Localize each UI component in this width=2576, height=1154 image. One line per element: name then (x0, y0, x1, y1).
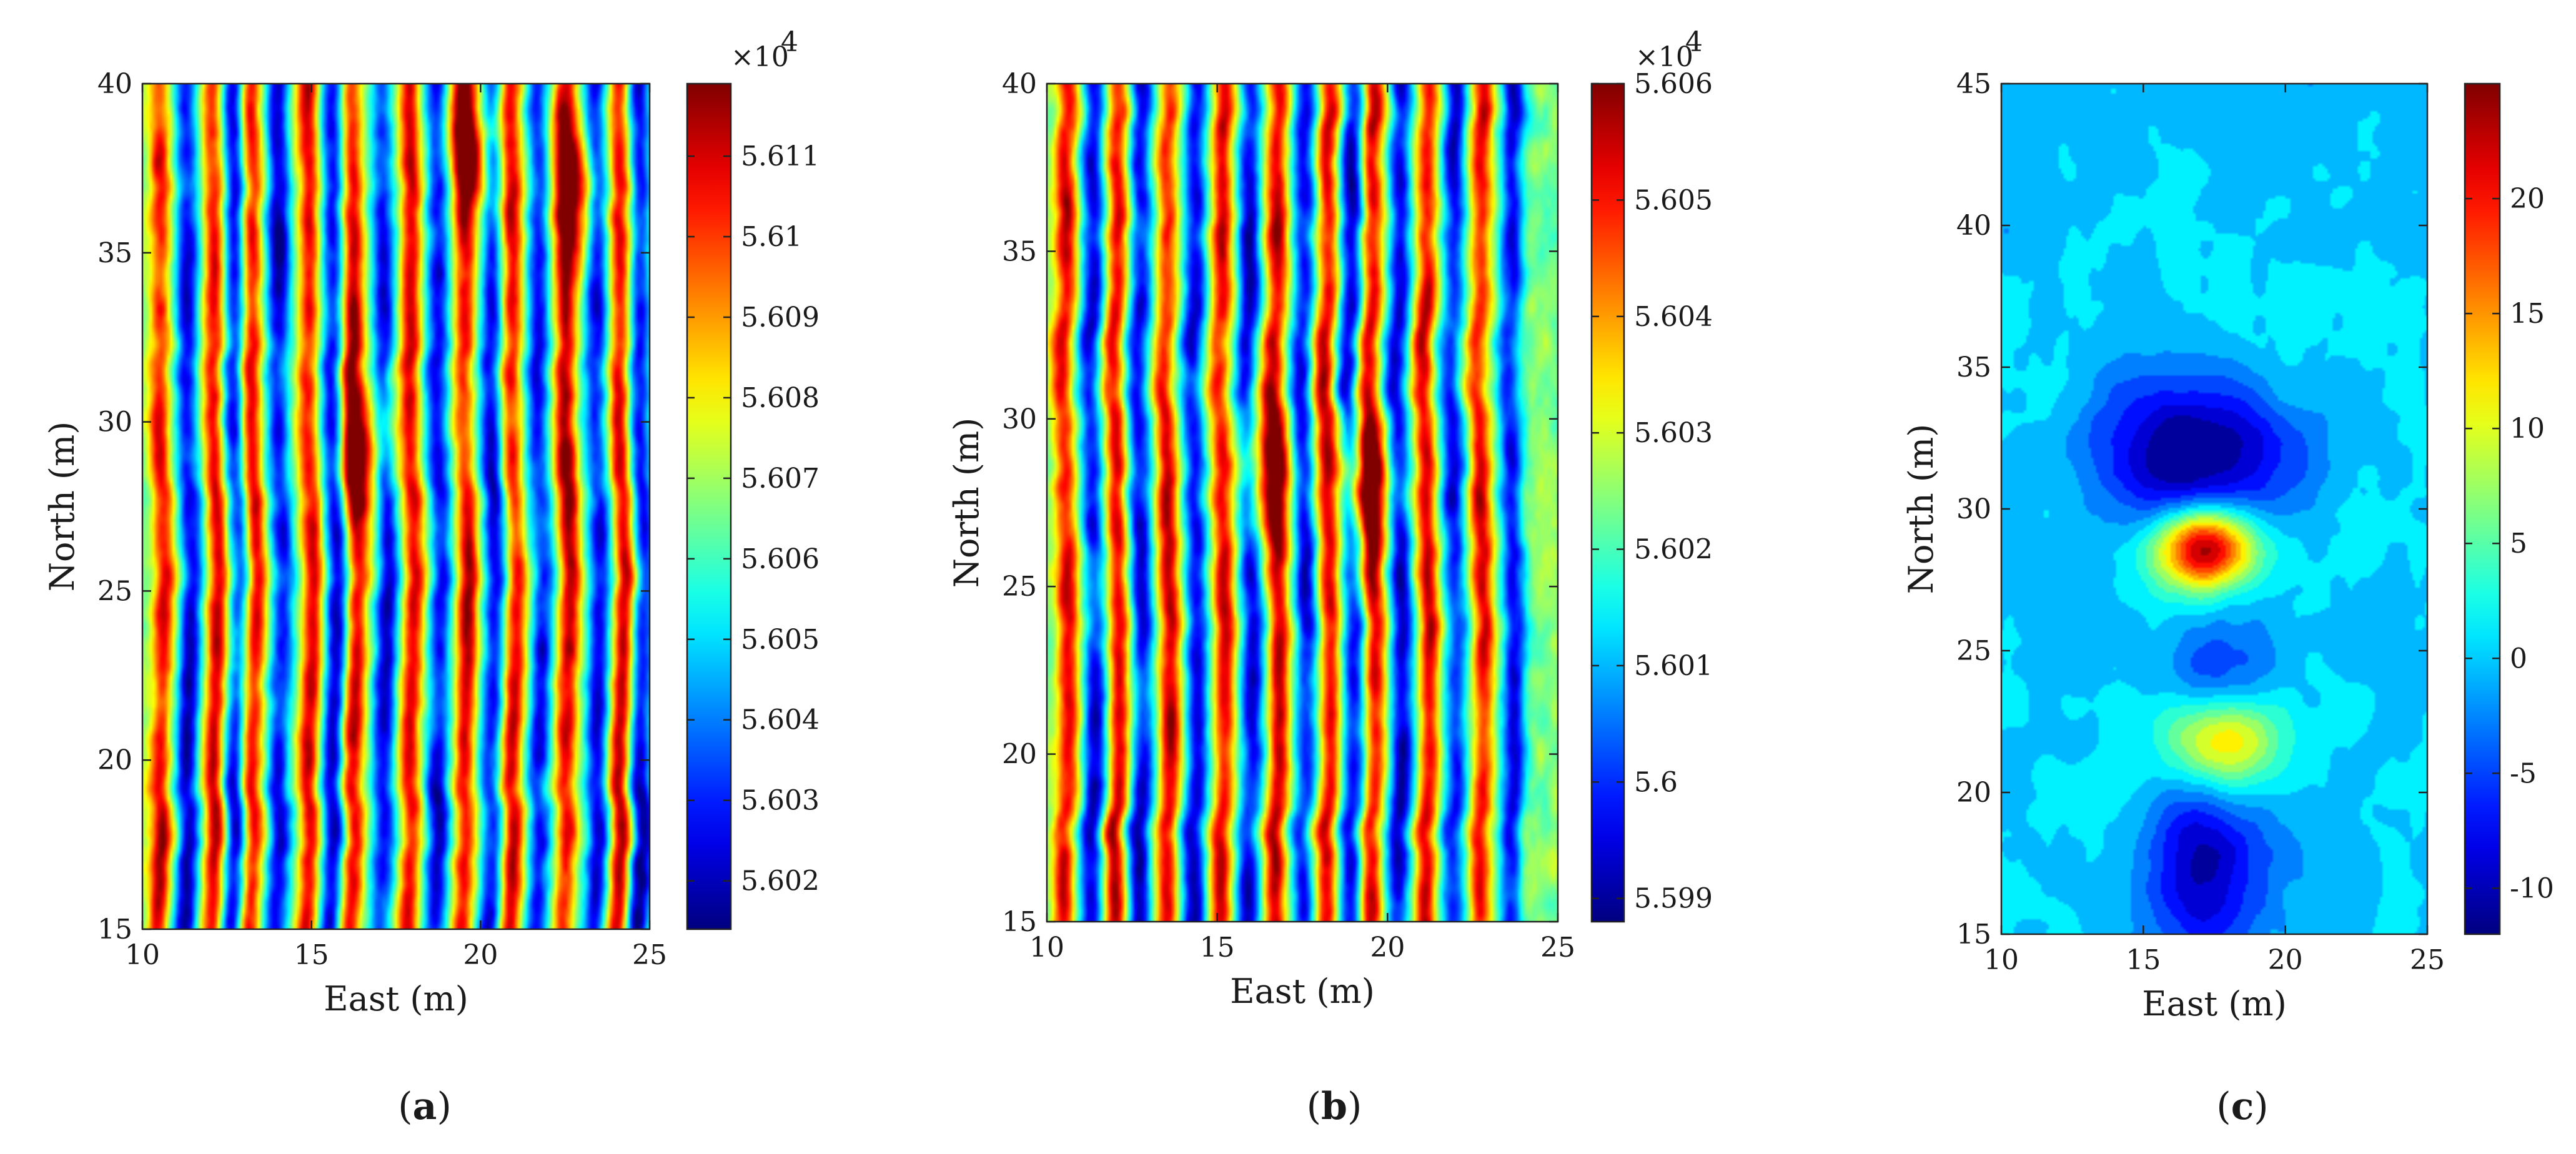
x-tick-label: 15 (294, 939, 329, 971)
colorbar-tick-label: 0 (2510, 643, 2527, 674)
x-axis-label: East (m) (324, 979, 468, 1018)
colorbar-a (686, 82, 732, 930)
caption-open: ( (398, 1085, 412, 1128)
colorbar-tick-label: -5 (2510, 757, 2537, 789)
colorbar-tick-label: 20 (2510, 183, 2545, 215)
colorbar-tick-label: 5.61 (741, 221, 802, 253)
caption-open: ( (2216, 1085, 2231, 1128)
colorbar-tick-label: 10 (2510, 413, 2545, 445)
colorbar-tick-label: 5 (2510, 528, 2527, 560)
y-tick-label: 15 (1002, 906, 1037, 938)
y-tick-label: 25 (1002, 571, 1037, 603)
y-tick-label: 20 (1002, 739, 1037, 771)
x-tick-label: 15 (1200, 932, 1235, 964)
x-tick-label: 15 (2126, 944, 2161, 976)
panel-caption-c: (c) (2216, 1085, 2268, 1128)
x-tick-label: 25 (632, 939, 667, 971)
caption-close: ) (1347, 1085, 1362, 1128)
panel-caption-a: (a) (398, 1085, 452, 1128)
y-axis-label: North (m) (1901, 424, 1941, 594)
caption-letter: a (413, 1085, 437, 1128)
y-tick-label: 25 (97, 575, 132, 607)
colorbar-tick-label: 5.604 (1634, 301, 1713, 333)
colorbar-tick-label: 5.611 (741, 141, 820, 172)
y-tick-label: 30 (1956, 493, 1991, 525)
colorbar-tick-label: 5.608 (741, 382, 820, 414)
colorbar-tick-label: 5.602 (1634, 534, 1713, 566)
y-tick-label: 30 (1002, 403, 1037, 435)
plot-frame-a (141, 82, 651, 930)
x-tick-label: 20 (463, 939, 498, 971)
y-tick-label: 25 (1956, 635, 1991, 667)
colorbar-b (1590, 82, 1625, 923)
y-tick-label: 30 (97, 407, 132, 438)
colorbar-multiplier: ×10 (1635, 41, 1693, 73)
x-tick-label: 10 (1029, 932, 1064, 964)
colorbar-tick-label: 15 (2510, 298, 2545, 330)
y-tick-label: 35 (1956, 352, 1991, 383)
colorbar-c (2464, 82, 2501, 935)
colorbar-tick-label: 5.602 (741, 866, 820, 897)
colorbar-tick-label: 5.603 (741, 785, 820, 817)
y-tick-label: 35 (1002, 235, 1037, 267)
y-tick-label: 40 (97, 68, 132, 100)
y-tick-label: 15 (97, 914, 132, 945)
colorbar-multiplier-exponent: 4 (781, 26, 798, 58)
colorbar-tick-label: 5.601 (1634, 650, 1713, 682)
colorbar-tick-label: 5.606 (741, 543, 820, 575)
colorbar-tick-label: 5.605 (1634, 184, 1713, 216)
colorbar-tick-label: 5.599 (1634, 883, 1713, 915)
caption-letter: b (1321, 1085, 1347, 1128)
y-tick-label: 20 (97, 744, 132, 776)
x-tick-label: 10 (1984, 944, 2019, 976)
colorbar-tick-label: -10 (2510, 872, 2554, 904)
colorbar-multiplier: ×10 (731, 41, 789, 73)
panel-caption-b: (b) (1307, 1085, 1362, 1128)
heatmap-c (2001, 84, 2427, 934)
y-tick-label: 20 (1956, 777, 1991, 809)
caption-open: ( (1307, 1085, 1321, 1128)
colorbar-tick-label: 5.604 (741, 704, 820, 736)
y-tick-label: 40 (1956, 210, 1991, 242)
heatmap-b (1047, 84, 1558, 922)
colorbar-tick-label: 5.6 (1634, 766, 1678, 798)
colorbar-tick-label: 5.605 (741, 624, 820, 656)
caption-letter: c (2231, 1085, 2254, 1128)
heatmap-a (142, 84, 650, 929)
x-tick-label: 25 (1540, 932, 1575, 964)
x-axis-label: East (m) (1230, 972, 1375, 1011)
x-tick-label: 25 (2410, 944, 2445, 976)
y-tick-label: 45 (1956, 68, 1991, 100)
y-tick-label: 40 (1002, 68, 1037, 100)
colorbar-tick-label: 5.603 (1634, 417, 1713, 449)
colorbar-tick-label: 5.607 (741, 463, 820, 495)
y-axis-label: North (m) (42, 422, 82, 592)
colorbar-tick-label: 5.609 (741, 302, 820, 333)
caption-close: ) (437, 1085, 451, 1128)
y-tick-label: 35 (97, 237, 132, 269)
y-tick-label: 15 (1956, 919, 1991, 950)
x-tick-label: 20 (1370, 932, 1405, 964)
y-axis-label: North (m) (947, 418, 986, 588)
colorbar-tick-label: 5.606 (1634, 68, 1713, 100)
x-axis-label: East (m) (2142, 984, 2287, 1023)
colorbar-multiplier-exponent: 4 (1685, 26, 1703, 58)
caption-close: ) (2254, 1085, 2268, 1128)
plot-frame-b (1046, 82, 1559, 923)
x-tick-label: 10 (125, 939, 160, 971)
x-tick-label: 20 (2268, 944, 2303, 976)
